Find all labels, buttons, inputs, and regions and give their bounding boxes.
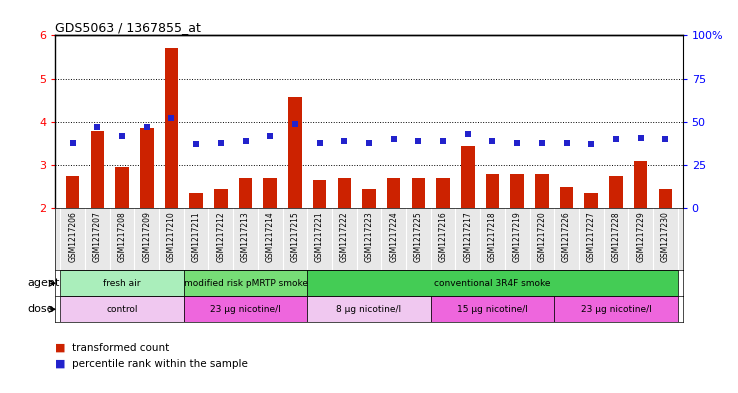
Point xyxy=(314,140,325,146)
Text: GSM1217219: GSM1217219 xyxy=(513,211,522,263)
Text: GSM1217206: GSM1217206 xyxy=(68,211,77,263)
Point xyxy=(561,140,573,146)
Text: GDS5063 / 1367855_at: GDS5063 / 1367855_at xyxy=(55,21,201,34)
Bar xyxy=(535,174,548,209)
Point xyxy=(387,136,399,142)
Text: GSM1217212: GSM1217212 xyxy=(216,211,225,262)
Point xyxy=(635,134,646,141)
Bar xyxy=(584,193,598,209)
Text: GSM1217224: GSM1217224 xyxy=(389,211,399,263)
Point xyxy=(462,131,474,137)
Text: GSM1217217: GSM1217217 xyxy=(463,211,472,263)
Bar xyxy=(511,174,524,209)
Point xyxy=(264,132,276,139)
Point xyxy=(437,138,449,144)
Text: GSM1217220: GSM1217220 xyxy=(537,211,546,263)
Bar xyxy=(165,48,178,209)
Point xyxy=(215,140,227,146)
Point xyxy=(141,124,153,130)
Text: fresh air: fresh air xyxy=(103,279,141,288)
Bar xyxy=(115,167,129,209)
Text: GSM1217228: GSM1217228 xyxy=(612,211,621,262)
Bar xyxy=(140,129,154,209)
Text: GSM1217211: GSM1217211 xyxy=(192,211,201,262)
Bar xyxy=(214,189,227,209)
Point xyxy=(116,132,128,139)
Bar xyxy=(387,178,401,209)
Point xyxy=(660,136,672,142)
Text: GSM1217215: GSM1217215 xyxy=(291,211,300,263)
Text: GSM1217218: GSM1217218 xyxy=(488,211,497,262)
Bar xyxy=(486,174,500,209)
Text: GSM1217209: GSM1217209 xyxy=(142,211,151,263)
Text: agent: agent xyxy=(27,278,59,288)
Bar xyxy=(560,187,573,209)
Bar xyxy=(554,296,677,322)
Bar xyxy=(190,193,203,209)
Text: GSM1217207: GSM1217207 xyxy=(93,211,102,263)
Text: modified risk pMRTP smoke: modified risk pMRTP smoke xyxy=(184,279,308,288)
Text: GSM1217222: GSM1217222 xyxy=(339,211,349,262)
Text: GSM1217223: GSM1217223 xyxy=(365,211,373,263)
Bar xyxy=(61,296,184,322)
Bar xyxy=(263,178,277,209)
Text: ■: ■ xyxy=(55,343,66,353)
Text: percentile rank within the sample: percentile rank within the sample xyxy=(72,358,247,369)
Bar xyxy=(362,189,376,209)
Text: GSM1217229: GSM1217229 xyxy=(636,211,645,263)
Text: 15 μg nicotine/l: 15 μg nicotine/l xyxy=(457,305,528,314)
Bar xyxy=(307,270,677,296)
Text: GSM1217227: GSM1217227 xyxy=(587,211,596,263)
Text: GSM1217214: GSM1217214 xyxy=(266,211,275,263)
Bar xyxy=(658,189,672,209)
Point xyxy=(165,115,177,121)
Point xyxy=(363,140,375,146)
Text: 23 μg nicotine/l: 23 μg nicotine/l xyxy=(581,305,652,314)
Text: GSM1217216: GSM1217216 xyxy=(438,211,447,263)
Point xyxy=(610,136,622,142)
Point xyxy=(190,141,202,148)
Text: GSM1217210: GSM1217210 xyxy=(167,211,176,263)
Text: 23 μg nicotine/l: 23 μg nicotine/l xyxy=(210,305,281,314)
Bar xyxy=(313,180,326,209)
Bar xyxy=(461,146,475,209)
Point xyxy=(289,121,301,127)
Bar xyxy=(288,97,302,209)
Bar xyxy=(307,296,431,322)
Bar xyxy=(184,296,307,322)
Text: conventional 3R4F smoke: conventional 3R4F smoke xyxy=(434,279,551,288)
Bar xyxy=(91,130,104,209)
Text: ■: ■ xyxy=(55,358,66,369)
Point xyxy=(536,140,548,146)
Text: GSM1217221: GSM1217221 xyxy=(315,211,324,262)
Text: GSM1217213: GSM1217213 xyxy=(241,211,250,263)
Bar xyxy=(412,178,425,209)
Text: GSM1217225: GSM1217225 xyxy=(414,211,423,263)
Bar xyxy=(238,178,252,209)
Point xyxy=(66,140,78,146)
Text: dose: dose xyxy=(27,304,53,314)
Point xyxy=(585,141,597,148)
Text: GSM1217230: GSM1217230 xyxy=(661,211,670,263)
Bar xyxy=(609,176,623,209)
Point xyxy=(511,140,523,146)
Point xyxy=(413,138,424,144)
Text: GSM1217226: GSM1217226 xyxy=(562,211,571,263)
Bar xyxy=(431,296,554,322)
Text: 8 μg nicotine/l: 8 μg nicotine/l xyxy=(337,305,401,314)
Bar xyxy=(337,178,351,209)
Bar xyxy=(436,178,450,209)
Bar xyxy=(634,161,647,209)
Bar xyxy=(61,270,184,296)
Point xyxy=(240,138,252,144)
Point xyxy=(339,138,351,144)
Bar xyxy=(66,176,80,209)
Point xyxy=(486,138,498,144)
Text: GSM1217208: GSM1217208 xyxy=(117,211,126,263)
Text: control: control xyxy=(106,305,138,314)
Point xyxy=(92,124,103,130)
Bar xyxy=(184,270,307,296)
Text: transformed count: transformed count xyxy=(72,343,169,353)
